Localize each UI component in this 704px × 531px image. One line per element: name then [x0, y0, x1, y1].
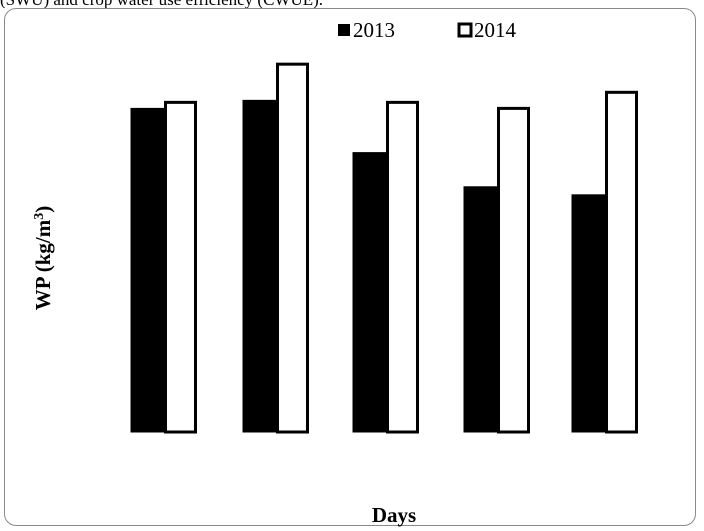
bar-2014-group-4	[497, 106, 530, 434]
x-axis-title: Days	[372, 503, 416, 527]
bar-2013-group-5	[571, 194, 606, 433]
bar-2013-group-2	[242, 99, 277, 433]
y-axis-title-main: WP (kg/m	[31, 219, 55, 310]
y-axis-title: WP (kg/m3)	[31, 206, 55, 310]
bar-2014-group-3	[386, 100, 419, 434]
bar-2014-group-1	[164, 100, 197, 434]
legend-label-2014: 2014	[474, 18, 517, 42]
bar-2014-group-2	[276, 62, 309, 434]
bar-2013-group-3	[352, 152, 387, 433]
legend-label-2013: 2013	[353, 18, 395, 42]
caption-fragment: (SWU) and crop water use efficiency (CWU…	[0, 0, 704, 8]
bar-2014-group-5	[605, 90, 638, 434]
y-axis-title-sup: 3	[32, 213, 47, 220]
bar-2013-group-1	[130, 107, 165, 433]
legend-swatch-2013	[338, 24, 350, 36]
y-axis-title-suffix: )	[31, 206, 55, 213]
legend-swatch-2014	[457, 22, 473, 38]
bar-2013-group-4	[463, 186, 498, 433]
bars-group	[130, 62, 638, 434]
legend: 2013 2014	[338, 18, 517, 42]
